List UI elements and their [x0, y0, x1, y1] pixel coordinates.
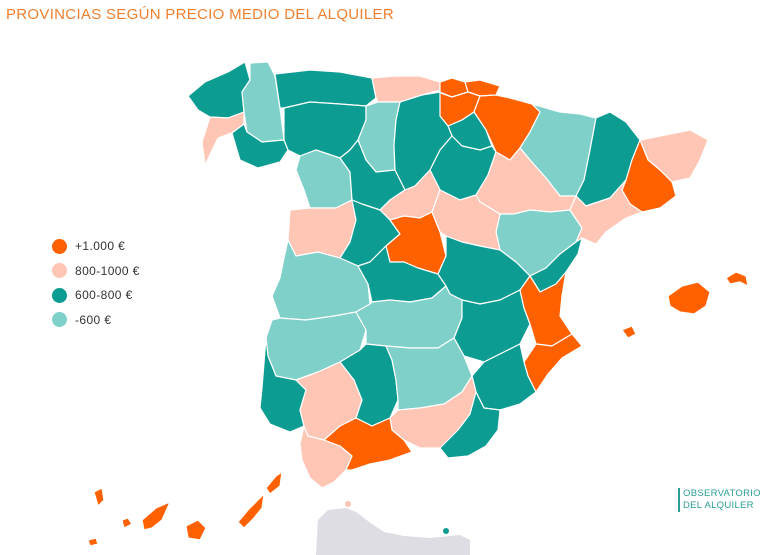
province-canarias-elhierro — [87, 537, 99, 547]
province-malaga — [323, 417, 413, 471]
province-baleares-menorca — [725, 271, 749, 287]
legend-item-800-1000: 800-1000 € — [52, 259, 140, 283]
province-cadiz — [299, 425, 353, 489]
province-baleares-ibiza — [621, 325, 637, 339]
province-asturias — [274, 69, 377, 109]
province-baleares-mallorca — [667, 281, 711, 315]
legend-swatch-under-600 — [52, 312, 67, 327]
province-almeria — [439, 391, 501, 459]
legend-item-600-800: 600-800 € — [52, 283, 140, 307]
province-canarias-fuerteventura — [237, 493, 265, 529]
legend-label-over-1000: +1.000 € — [75, 239, 126, 253]
brand-line-2: del alquiler — [683, 500, 754, 511]
legend-item-over-1000: +1.000 € — [52, 234, 140, 258]
brand-line-1: Observatorio — [683, 488, 761, 499]
legend-label-600-800: 600-800 € — [75, 288, 133, 302]
legend-swatch-600-800 — [52, 287, 67, 303]
legend-label-under-600: -600 € — [75, 312, 112, 327]
province-cantabria — [371, 75, 441, 103]
legend-item-under-600: -600 € — [52, 308, 140, 332]
legend-label-800-1000: 800-1000 € — [75, 263, 140, 278]
province-tarragona — [569, 179, 643, 245]
province-canarias-tenerife — [141, 501, 171, 531]
brand-logo: Observatorio del alquiler — [678, 488, 761, 512]
province-canarias-gomera — [121, 517, 133, 529]
map-title: Provincias según precio medio del alquil… — [6, 6, 394, 23]
province-melilla — [443, 528, 449, 534]
province-a-coruna — [187, 61, 251, 119]
province-canarias-lanzarote — [265, 471, 283, 495]
province-ceuta — [345, 501, 351, 507]
map-legend: +1.000 € 800-1000 € 600-800 € -600 € — [52, 234, 140, 332]
legend-swatch-over-1000 — [52, 238, 67, 254]
north-africa-land — [316, 508, 470, 555]
province-canarias-grancanaria — [185, 519, 207, 541]
province-valencia — [519, 271, 573, 347]
province-canarias-lapalma — [93, 487, 105, 507]
legend-swatch-800-1000 — [52, 263, 67, 278]
